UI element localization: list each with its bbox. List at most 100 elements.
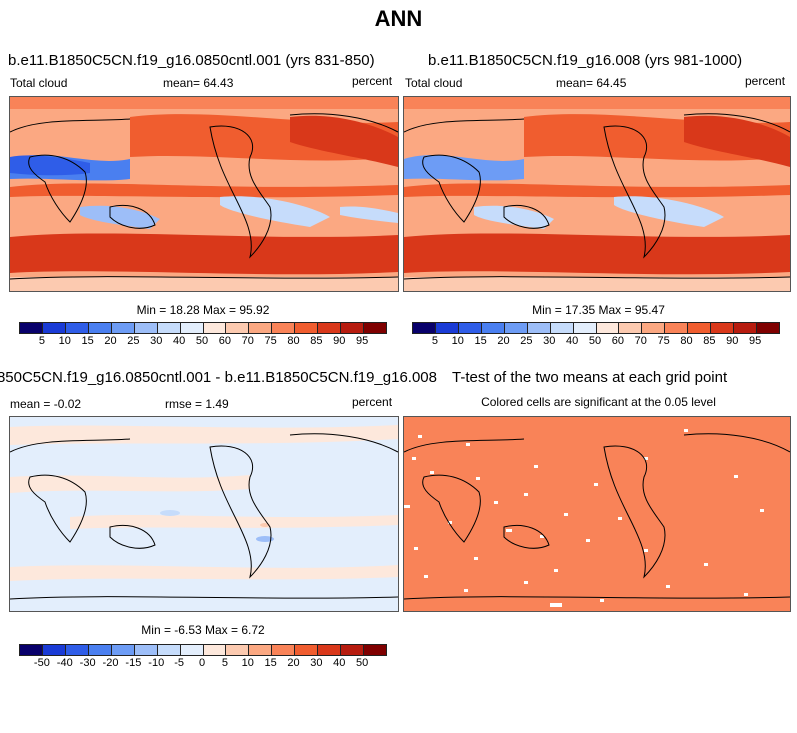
panel4-title: T-test of the two means at each grid poi…	[452, 369, 728, 386]
colorbar-swatch	[711, 323, 735, 333]
patch-sahara	[404, 155, 524, 181]
colorbar-swatch	[65, 323, 89, 333]
panel2-map	[403, 96, 791, 292]
panel1-colorbar-ticks: 5 10 15 20 25 30 40 50 60 70 75 80 85 90 95	[19, 335, 385, 349]
base-fill	[10, 417, 398, 611]
colorbar-tick-label: 80	[287, 335, 300, 347]
colorbar-swatch	[272, 645, 296, 655]
colorbar-swatch	[619, 323, 643, 333]
colorbar-swatch	[249, 323, 273, 333]
colorbar-tick-label: -10	[148, 657, 165, 669]
colorbar-tick-label: 85	[703, 335, 716, 347]
colorbar-swatch	[318, 645, 342, 655]
band-natl	[684, 115, 790, 167]
colorbar-swatch	[226, 645, 250, 655]
colorbar-tick-label: 40	[333, 657, 346, 669]
panel3-units-label: percent	[352, 395, 393, 409]
colorbar-swatch	[295, 323, 319, 333]
colorbar-tick-label: 25	[127, 335, 140, 347]
colorbar-tick-label: 20	[287, 657, 300, 669]
colorbar-swatch	[573, 323, 597, 333]
colorbar-swatch	[180, 645, 204, 655]
colorbar-swatch	[203, 645, 227, 655]
colorbar-tick-label: -5	[174, 657, 185, 669]
panel3-mean-label: mean = -0.02	[10, 397, 82, 411]
colorbar-tick-label: -30	[79, 657, 96, 669]
significance-fill	[404, 417, 790, 611]
panel3-min-max: Min = -6.53 Max = 6.72	[141, 623, 265, 637]
colorbar-swatch	[157, 645, 181, 655]
colorbar-tick-label: 15	[81, 335, 94, 347]
colorbar-swatch	[111, 323, 135, 333]
band-itcz	[404, 183, 790, 198]
panel2-mean-label: mean= 64.45	[556, 76, 627, 90]
colorbar-swatch	[111, 645, 135, 655]
colorbar-swatch	[458, 323, 482, 333]
colorbar-tick-label: 10	[58, 335, 71, 347]
patch-australia	[80, 205, 160, 229]
colorbar-swatch	[734, 323, 758, 333]
panel1-variable-label: Total cloud	[10, 76, 68, 90]
colorbar-tick-label: 95	[749, 335, 762, 347]
panel2-min-max: Min = 17.35 Max = 95.47	[532, 303, 665, 317]
insignificant-cells	[404, 429, 764, 607]
panel3-rmse-label: rmse = 1.49	[165, 397, 229, 411]
colorbar-tick-label: 30	[310, 657, 323, 669]
patch-neg2	[256, 536, 274, 542]
colorbar-swatch	[596, 323, 620, 333]
patch-tropics	[70, 515, 398, 529]
panel3-title: b.e11.B1850C5CN.f19_g16.0850cntl.001 - b…	[0, 369, 437, 386]
band-arctic	[404, 97, 790, 109]
band-southern-ocean	[10, 233, 398, 275]
colorbar-tick-label: 15	[474, 335, 487, 347]
colorbar-swatch	[318, 323, 342, 333]
panel2-colorbar	[412, 322, 780, 334]
panel1-map-svg	[10, 97, 398, 291]
colorbar-tick-label: 10	[241, 657, 254, 669]
panel3-title-clip: b.e11.B1850C5CN.f19_g16.0850cntl.001 - b…	[0, 369, 468, 389]
colorbar-swatch	[203, 323, 227, 333]
colorbar-tick-label: 75	[264, 335, 277, 347]
colorbar-tick-label: 20	[497, 335, 510, 347]
panel2-variable-label: Total cloud	[405, 76, 463, 90]
coastlines	[404, 113, 790, 280]
panel3-map-svg	[10, 417, 398, 611]
colorbar-swatch	[665, 323, 689, 333]
panel1-min-max: Min = 18.28 Max = 95.92	[136, 303, 270, 317]
colorbar-swatch	[688, 323, 712, 333]
colorbar-swatch	[295, 645, 319, 655]
colorbar-tick-label: 30	[150, 335, 163, 347]
band-itcz	[10, 183, 398, 198]
colorbar-swatch	[20, 645, 43, 655]
colorbar-swatch	[364, 645, 386, 655]
colorbar-swatch	[42, 645, 66, 655]
colorbar-swatch	[88, 645, 112, 655]
coastlines	[10, 113, 398, 280]
colorbar-tick-label: 0	[198, 657, 206, 669]
panel2-colorbar-ticks: 5 10 15 20 25 30 40 50 60 70 75 80 85 90 95	[412, 335, 778, 349]
panel1-map	[9, 96, 399, 292]
patch-sahara-core	[10, 155, 90, 176]
panel3-colorbar	[19, 644, 387, 656]
colorbar-tick-label: 85	[310, 335, 323, 347]
colorbar-swatch	[364, 323, 386, 333]
patch-south	[10, 565, 398, 581]
colorbar-swatch	[42, 323, 66, 333]
patch-sepac	[220, 196, 330, 227]
colorbar-tick-label: 15	[264, 657, 277, 669]
colorbar-swatch	[20, 323, 43, 333]
panel2-units-label: percent	[745, 74, 786, 88]
colorbar-tick-label: -50	[33, 657, 50, 669]
colorbar-swatch	[180, 323, 204, 333]
colorbar-swatch	[341, 645, 365, 655]
panel4-map	[403, 416, 791, 612]
colorbar-swatch	[435, 323, 459, 333]
colorbar-tick-label: 40	[173, 335, 186, 347]
panel4-subtitle: Colored cells are significant at the 0.0…	[481, 395, 716, 409]
colorbar-swatch	[341, 323, 365, 333]
colorbar-tick-label: 60	[218, 335, 231, 347]
colorbar-tick-label: 50	[356, 657, 369, 669]
colorbar-tick-label: 90	[333, 335, 346, 347]
patch-sepac	[614, 196, 724, 227]
colorbar-tick-label: 70	[241, 335, 254, 347]
